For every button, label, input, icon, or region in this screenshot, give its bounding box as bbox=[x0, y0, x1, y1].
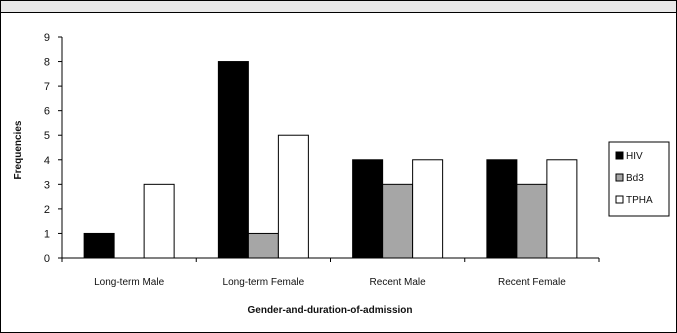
y-axis-title: Frequencies bbox=[13, 120, 24, 179]
x-tick-label: Recent Male bbox=[370, 277, 427, 288]
top-band bbox=[1, 1, 676, 13]
y-tick-label: 4 bbox=[44, 155, 50, 167]
y-tick-label: 2 bbox=[44, 204, 50, 216]
x-tick-label: Long-term Female bbox=[223, 277, 305, 288]
bar-tpha-2 bbox=[412, 159, 444, 259]
bar-bd3-2 bbox=[382, 183, 414, 259]
y-tick-label: 5 bbox=[44, 130, 50, 142]
bar-hiv-2 bbox=[352, 159, 384, 259]
legend: HIV Bd3 TPHA bbox=[608, 141, 670, 217]
bar-tpha-1 bbox=[277, 134, 309, 259]
legend-swatch-tpha bbox=[615, 195, 624, 204]
y-tick-label: 0 bbox=[44, 253, 50, 265]
y-tick-label: 9 bbox=[44, 32, 50, 44]
x-tick-label: Long-term Male bbox=[94, 277, 164, 288]
y-tick-label: 7 bbox=[44, 81, 50, 93]
bar-tpha-3 bbox=[546, 159, 578, 259]
legend-swatch-bd3 bbox=[615, 173, 624, 182]
y-tick-label: 8 bbox=[44, 57, 50, 69]
bar-bd3-1 bbox=[247, 232, 279, 259]
x-tick-label: Recent Female bbox=[498, 277, 566, 288]
bar-hiv-1 bbox=[217, 61, 249, 259]
bar-hiv-0 bbox=[83, 232, 115, 259]
y-tick-label: 6 bbox=[44, 106, 50, 118]
legend-swatch-hiv bbox=[615, 151, 624, 160]
bar-bd3-3 bbox=[516, 183, 548, 259]
y-tick-label: 1 bbox=[44, 228, 50, 240]
x-axis-title: Gender-and-duration-of-admission bbox=[248, 305, 413, 316]
labels: 0 1 2 3 4 5 6 7 8 9 Long-term Male Long-term Female… bbox=[13, 32, 566, 316]
legend-label-tpha: TPHA bbox=[626, 195, 653, 206]
bar-tpha-0 bbox=[143, 183, 175, 259]
legend-label-bd3: Bd3 bbox=[626, 173, 644, 184]
bar-hiv-3 bbox=[486, 159, 518, 259]
legend-label-hiv: HIV bbox=[626, 151, 643, 162]
bars bbox=[83, 61, 578, 259]
y-tick-label: 3 bbox=[44, 179, 50, 191]
